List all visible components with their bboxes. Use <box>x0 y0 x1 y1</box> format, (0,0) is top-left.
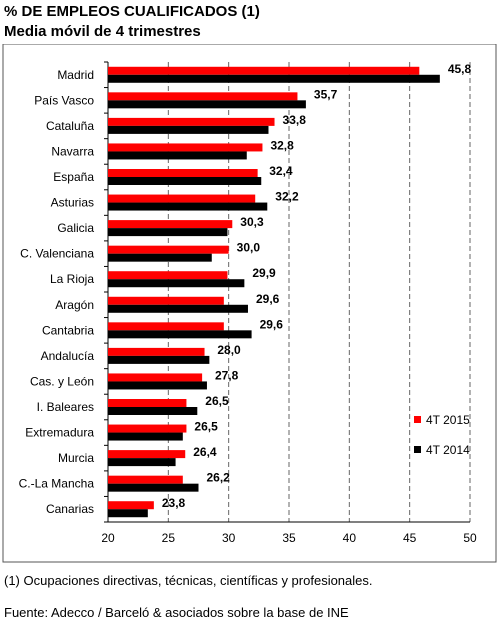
bar-4t-2015 <box>108 143 263 152</box>
chart-area: 20 25 30 35 40 45 50 Madrid 45,8 País Vasco 35,7 Ca… <box>0 43 500 564</box>
bar-4t-2014 <box>108 483 199 492</box>
bar-4t-2014 <box>108 279 245 288</box>
category-label: Cataluña <box>46 119 94 133</box>
bar-4t-2014 <box>108 202 268 211</box>
category-label: Extremadura <box>25 426 94 440</box>
bar-4t-2014 <box>108 355 210 364</box>
data-label: 45,8 <box>448 62 472 76</box>
x-tick-label: 35 <box>282 531 296 545</box>
data-label: 32,2 <box>275 190 299 204</box>
x-tick-label: 25 <box>162 531 176 545</box>
x-tick-label: 30 <box>222 531 236 545</box>
bar-4t-2014 <box>108 458 176 467</box>
bar-chart: 20 25 30 35 40 45 50 Madrid 45,8 País Vasco 35,7 Ca… <box>2 43 497 563</box>
category-label: Navarra <box>51 144 94 158</box>
data-label: 33,8 <box>283 113 307 127</box>
data-label: 26,4 <box>193 445 217 459</box>
bar-4t-2014 <box>108 253 212 262</box>
category-label: La Rioja <box>50 272 94 286</box>
data-label: 28,0 <box>217 343 241 357</box>
bar-4t-2015 <box>108 194 256 203</box>
category-label: I. Baleares <box>37 400 94 414</box>
x-tick-label: 45 <box>403 531 417 545</box>
bar-4t-2015 <box>108 322 224 331</box>
category-label: Galicia <box>57 221 94 235</box>
data-label: 23,8 <box>162 496 186 510</box>
bar-4t-2015 <box>108 92 298 101</box>
bar-4t-2015 <box>108 347 205 356</box>
category-label: Madrid <box>57 68 94 82</box>
bar-4t-2014 <box>108 330 252 339</box>
category-label: País Vasco <box>34 93 94 107</box>
data-label: 27,8 <box>215 368 239 382</box>
bar-4t-2014 <box>108 381 207 390</box>
category-label: C.-La Mancha <box>19 477 95 491</box>
data-label: 29,9 <box>252 266 276 280</box>
data-label: 30,3 <box>240 215 264 229</box>
data-label: 26,5 <box>194 420 218 434</box>
bar-4t-2015 <box>108 475 183 484</box>
x-tick-label: 50 <box>463 531 477 545</box>
bar-4t-2015 <box>108 373 203 382</box>
x-tick-label: 40 <box>343 531 357 545</box>
category-label: Asturias <box>51 196 94 210</box>
category-label: Murcia <box>58 451 94 465</box>
data-label: 30,0 <box>237 241 261 255</box>
data-label: 26,5 <box>205 394 229 408</box>
bar-4t-2014 <box>108 304 248 313</box>
category-label: Aragón <box>55 298 94 312</box>
chart-subtitle: Media móvil de 4 trimestres <box>4 23 201 40</box>
chart-title: % DE EMPLEOS CUALIFICADOS (1) <box>4 3 260 20</box>
bar-4t-2015 <box>108 450 186 459</box>
legend-label: 4T 2014 <box>426 443 470 457</box>
category-label: Canarias <box>46 502 94 516</box>
category-label: Cantabria <box>42 323 94 337</box>
data-label: 35,7 <box>314 87 338 101</box>
bar-4t-2015 <box>108 399 187 407</box>
category-label: España <box>53 170 94 184</box>
bar-4t-2015 <box>108 245 229 254</box>
data-label: 29,6 <box>256 292 280 306</box>
bar-4t-2014 <box>108 509 148 518</box>
legend-swatch <box>414 446 421 453</box>
bar-4t-2014 <box>108 151 247 160</box>
legend-swatch <box>414 416 421 423</box>
bar-4t-2015 <box>108 169 258 177</box>
bar-4t-2015 <box>108 501 154 510</box>
data-label: 26,2 <box>207 471 231 485</box>
footnote: (1) Ocupaciones directivas, técnicas, ci… <box>4 573 373 588</box>
bar-4t-2015 <box>108 66 420 75</box>
data-label: 32,8 <box>270 138 294 152</box>
category-label: Andalucía <box>41 349 95 363</box>
bar-4t-2014 <box>108 228 228 237</box>
bar-4t-2014 <box>108 432 183 441</box>
bar-4t-2014 <box>108 407 198 415</box>
category-label: C. Valenciana <box>20 247 94 261</box>
bar-4t-2015 <box>108 220 233 229</box>
data-label: 32,4 <box>269 164 293 178</box>
bar-4t-2014 <box>108 100 306 109</box>
bar-4t-2015 <box>108 117 275 126</box>
source-note: Fuente: Adecco / Barceló & asociados sob… <box>4 605 349 620</box>
bar-4t-2015 <box>108 296 224 305</box>
bar-4t-2015 <box>108 424 187 433</box>
bar-4t-2015 <box>108 271 228 280</box>
category-label: Cas. y León <box>30 374 94 388</box>
data-label: 29,6 <box>260 317 284 331</box>
x-tick-label: 20 <box>101 531 115 545</box>
bar-4t-2014 <box>108 177 262 185</box>
legend-label: 4T 2015 <box>426 413 470 427</box>
bar-4t-2014 <box>108 74 440 83</box>
bar-4t-2014 <box>108 125 269 134</box>
